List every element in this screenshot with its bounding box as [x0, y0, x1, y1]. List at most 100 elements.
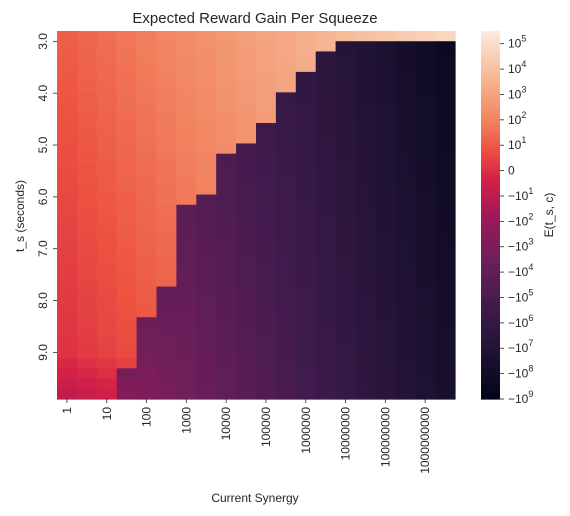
heatmap-cell — [415, 317, 436, 329]
heatmap-cell — [176, 51, 197, 63]
colorbar-segment — [481, 95, 500, 100]
heatmap-cell — [116, 92, 138, 104]
heatmap-cell — [216, 174, 237, 185]
heatmap-cell — [355, 163, 376, 175]
colorbar-segment — [481, 264, 500, 268]
heatmap-cell — [216, 358, 237, 369]
colorbar-segment — [481, 98, 500, 103]
heatmap-cell — [335, 255, 357, 267]
heatmap-cell — [256, 215, 277, 226]
colorbar-segment — [481, 64, 500, 69]
colorbar-segment — [481, 37, 500, 41]
colorbar-segment — [481, 285, 500, 290]
heatmap-cell — [176, 163, 197, 175]
heatmap-cell — [295, 378, 317, 390]
heatmap-cell — [76, 286, 98, 298]
x-tick-label: 100 — [140, 407, 154, 427]
colorbar-tick-label: 104 — [508, 59, 526, 76]
heatmap-cell — [96, 266, 118, 277]
heatmap-cell — [76, 143, 98, 155]
heatmap-cell — [236, 266, 257, 277]
colorbar-segment — [481, 178, 500, 182]
heatmap-cell — [256, 163, 277, 175]
heatmap-cell — [76, 51, 98, 63]
heatmap-cell — [256, 41, 277, 53]
heatmap-cell — [395, 194, 416, 206]
heatmap-cell — [176, 82, 197, 93]
heatmap-cell — [196, 358, 217, 369]
heatmap-cell — [116, 215, 138, 226]
heatmap-cell — [176, 225, 197, 237]
heatmap-cell — [116, 347, 138, 359]
heatmap-cell — [176, 358, 197, 369]
heatmap-cell — [76, 31, 98, 42]
heatmap-cell — [415, 337, 436, 349]
colorbar-segment — [481, 119, 500, 124]
heatmap-cell — [335, 133, 357, 145]
heatmap-cell — [216, 194, 237, 206]
heatmap-cell — [295, 225, 317, 237]
heatmap-cell — [355, 327, 376, 339]
heatmap-cell — [275, 266, 297, 277]
y-tick-label: 3.0 — [36, 33, 50, 50]
heatmap-cell — [315, 378, 337, 390]
heatmap-cell — [256, 296, 277, 308]
colorbar-segment — [481, 208, 500, 213]
heatmap-cell — [315, 215, 337, 226]
heatmap-cell — [236, 71, 257, 83]
heatmap-cell — [176, 327, 197, 339]
heatmap-cell — [57, 235, 78, 247]
heatmap-cell — [375, 347, 396, 359]
heatmap-cell — [315, 194, 337, 206]
heatmap-cell — [216, 307, 237, 318]
heatmap-cell — [156, 194, 177, 206]
colorbar-segment — [481, 92, 500, 96]
heatmap-cell — [315, 71, 337, 83]
heatmap-cell — [315, 184, 337, 196]
heatmap-cell — [335, 71, 357, 83]
heatmap-cell — [295, 163, 317, 175]
heatmap-cell — [256, 123, 277, 134]
x-tick-label: 1 — [60, 407, 74, 414]
heatmap-cell — [375, 245, 396, 257]
heatmap-cell — [256, 255, 277, 267]
heatmap-cell — [57, 327, 78, 339]
heatmap-cell — [395, 82, 416, 93]
colorbar-segment — [481, 356, 500, 360]
heatmap-cell — [156, 378, 177, 390]
heatmap-cell — [315, 51, 337, 63]
heatmap-cell — [96, 71, 118, 83]
heatmap-cell — [335, 358, 357, 369]
heatmap-cell — [76, 184, 98, 196]
heatmap-cell — [236, 143, 257, 155]
heatmap-cell — [176, 123, 197, 134]
heatmap-cell — [256, 82, 277, 93]
y-tick-label: 8.0 — [36, 292, 50, 309]
heatmap-cell — [136, 327, 158, 339]
heatmap-cell — [57, 71, 78, 83]
heatmap-cell — [435, 41, 456, 53]
colorbar-segment — [481, 52, 500, 57]
heatmap-cell — [355, 194, 376, 206]
heatmap-cell — [355, 276, 376, 288]
heatmap-cell — [335, 112, 357, 124]
heatmap-cell — [355, 368, 376, 380]
colorbar-segment — [481, 221, 500, 225]
heatmap-cell — [216, 347, 237, 359]
heatmap-cell — [236, 347, 257, 359]
colorbar-segment — [481, 162, 500, 167]
heatmap-cell — [335, 92, 357, 104]
heatmap-cell — [136, 347, 158, 359]
heatmap-cell — [256, 266, 277, 277]
heatmap-cell — [116, 61, 138, 73]
heatmap-cell — [176, 235, 197, 247]
heatmap-cell — [57, 31, 78, 42]
colorbar-segment — [481, 135, 500, 139]
heatmap-cell — [335, 194, 357, 206]
heatmap-cell — [295, 123, 317, 134]
colorbar-segment — [481, 337, 500, 342]
y-tick-label: 5.0 — [36, 136, 50, 153]
colorbar-segment — [481, 248, 500, 253]
heatmap-cell — [216, 368, 237, 380]
colorbar-segment — [481, 362, 500, 366]
